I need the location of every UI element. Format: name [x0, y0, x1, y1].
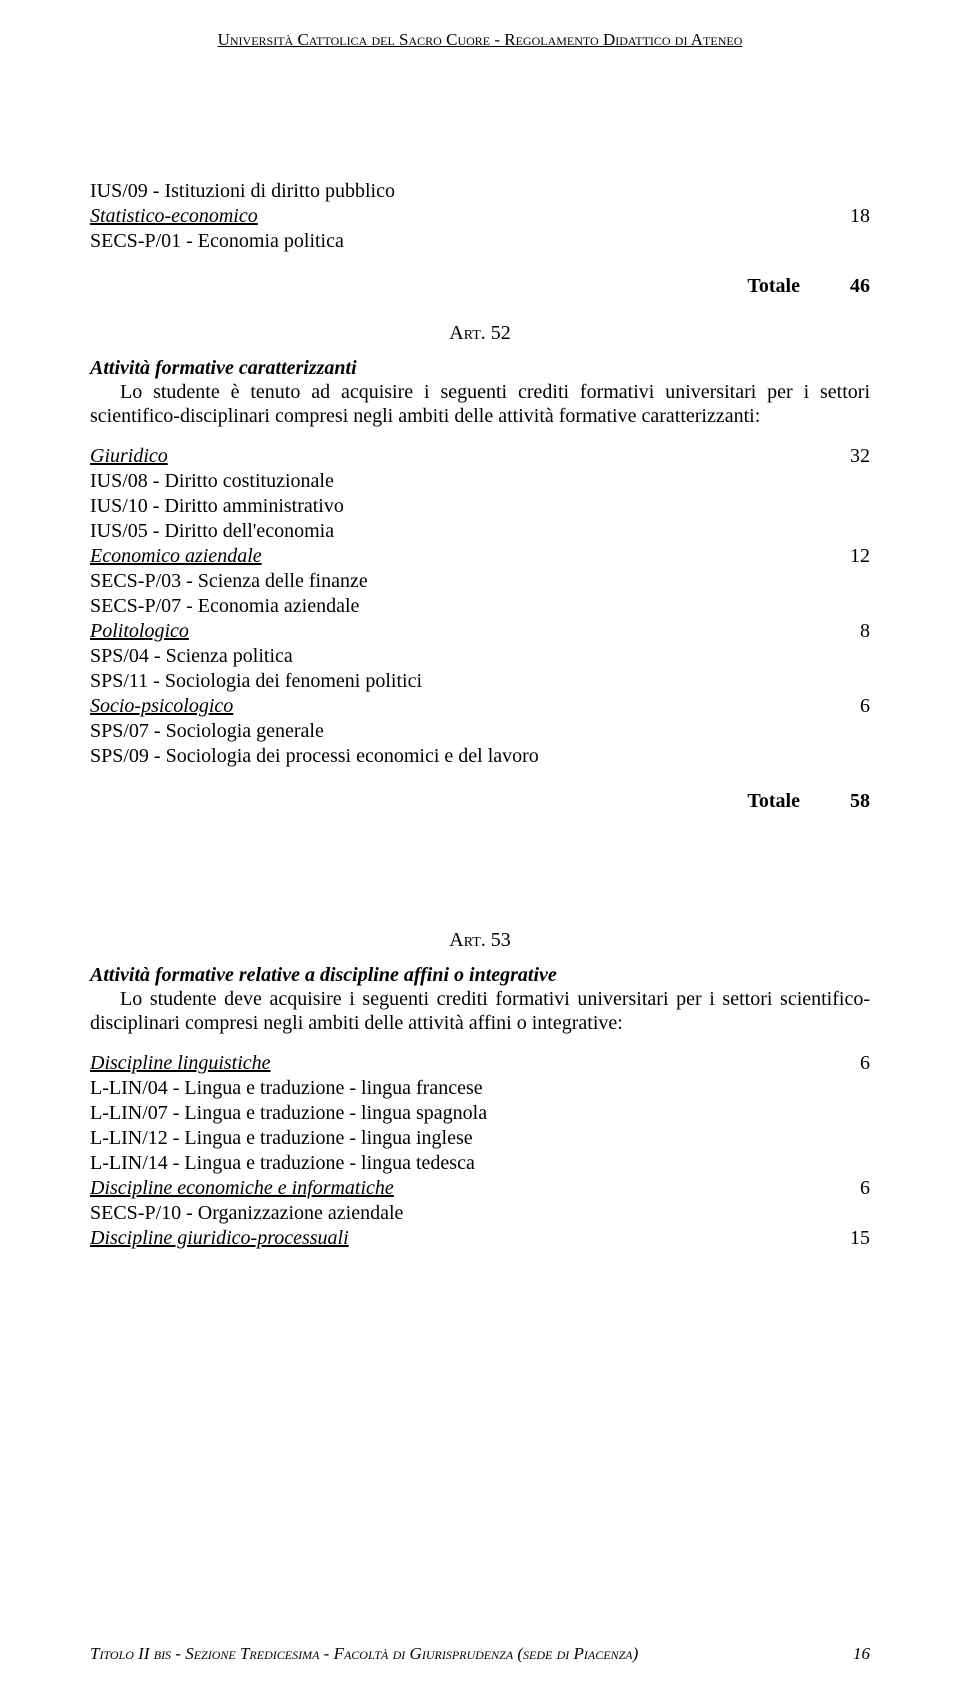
group-value: 8 — [830, 620, 870, 643]
group-item: L-LIN/12 - Lingua e traduzione - lingua … — [90, 1127, 870, 1150]
group-heading: Discipline linguistiche — [90, 1052, 271, 1075]
intro-after-block: SECS-P/01 - Economia politica — [90, 230, 870, 253]
group-value: 6 — [830, 695, 870, 718]
totale-1-label: Totale — [747, 275, 800, 298]
totale-2-label: Totale — [747, 790, 800, 813]
group-item: L-LIN/04 - Lingua e traduzione - lingua … — [90, 1077, 870, 1100]
page-header: Università Cattolica del Sacro Cuore - R… — [90, 30, 870, 50]
group-item: SECS-P/10 - Organizzazione aziendale — [90, 1202, 870, 1225]
art-53-para: Lo studente deve acquisire i seguenti cr… — [90, 987, 870, 1036]
art-52-groups: Giuridico 32IUS/08 - Diritto costituziona… — [90, 445, 870, 768]
art-53-groups: Discipline linguistiche6L-LIN/04 - Lingu… — [90, 1052, 870, 1250]
group-item: SECS-P/03 - Scienza delle finanze — [90, 570, 870, 593]
page: Università Cattolica del Sacro Cuore - R… — [0, 0, 960, 1704]
group-heading: Politologico — [90, 620, 189, 643]
group-item: SPS/11 - Sociologia dei fenomeni politic… — [90, 670, 870, 693]
totale-1: Totale 46 — [90, 275, 870, 298]
group-heading-row: Economico aziendale 12 — [90, 545, 870, 568]
intro-line: IUS/09 - Istituzioni di diritto pubblico — [90, 180, 870, 203]
group-heading-row: Giuridico 32 — [90, 445, 870, 468]
art-52-label: Art. 52 — [90, 322, 870, 345]
totale-1-value: 46 — [850, 275, 870, 298]
group-item: IUS/10 - Diritto amministrativo — [90, 495, 870, 518]
art-53-label: Art. 53 — [90, 929, 870, 952]
art-53-title: Attività formative relative a discipline… — [90, 964, 870, 987]
totale-2: Totale 58 — [90, 790, 870, 813]
group-item: IUS/08 - Diritto costituzionale — [90, 470, 870, 493]
art-52-para: Lo studente è tenuto ad acquisire i segu… — [90, 380, 870, 429]
group-heading-row: Discipline giuridico-processuali 15 — [90, 1227, 870, 1250]
group-heading-row: Politologico 8 — [90, 620, 870, 643]
group-item: SPS/04 - Scienza politica — [90, 645, 870, 668]
group-heading: Socio-psicologico — [90, 695, 233, 718]
group-heading: Discipline giuridico-processuali — [90, 1227, 349, 1250]
group-item: SPS/07 - Sociologia generale — [90, 720, 870, 743]
group-value: 32 — [830, 445, 870, 468]
intro-group-row: Statistico-economico 18 — [90, 205, 870, 228]
group-value: 15 — [830, 1227, 870, 1250]
group-heading-row: Discipline economiche e informatiche 6 — [90, 1177, 870, 1200]
group-heading: Giuridico — [90, 445, 168, 468]
group-heading: Discipline economiche e informatiche — [90, 1177, 394, 1200]
group-heading-row: Discipline linguistiche 6 — [90, 1052, 870, 1075]
totale-2-value: 58 — [850, 790, 870, 813]
art-52-title: Attività formative caratterizzanti — [90, 357, 870, 380]
footer-page-number: 16 — [853, 1644, 870, 1664]
page-footer: Titolo II bis - Sezione Tredicesima - Fa… — [90, 1644, 870, 1664]
intro-line: SECS-P/01 - Economia politica — [90, 230, 870, 253]
group-value: 12 — [830, 545, 870, 568]
group-item: L-LIN/07 - Lingua e traduzione - lingua … — [90, 1102, 870, 1125]
intro-group-label: Statistico-economico — [90, 205, 258, 228]
group-item: IUS/05 - Diritto dell'economia — [90, 520, 870, 543]
group-value: 6 — [830, 1177, 870, 1200]
group-heading-row: Socio-psicologico 6 — [90, 695, 870, 718]
group-item: SECS-P/07 - Economia aziendale — [90, 595, 870, 618]
group-value: 6 — [830, 1052, 870, 1075]
footer-left: Titolo II bis - Sezione Tredicesima - Fa… — [90, 1644, 638, 1664]
group-item: SPS/09 - Sociologia dei processi economi… — [90, 745, 870, 768]
group-heading: Economico aziendale — [90, 545, 262, 568]
group-item: L-LIN/14 - Lingua e traduzione - lingua … — [90, 1152, 870, 1175]
intro-block: IUS/09 - Istituzioni di diritto pubblico — [90, 180, 870, 203]
intro-group-value: 18 — [830, 205, 870, 228]
